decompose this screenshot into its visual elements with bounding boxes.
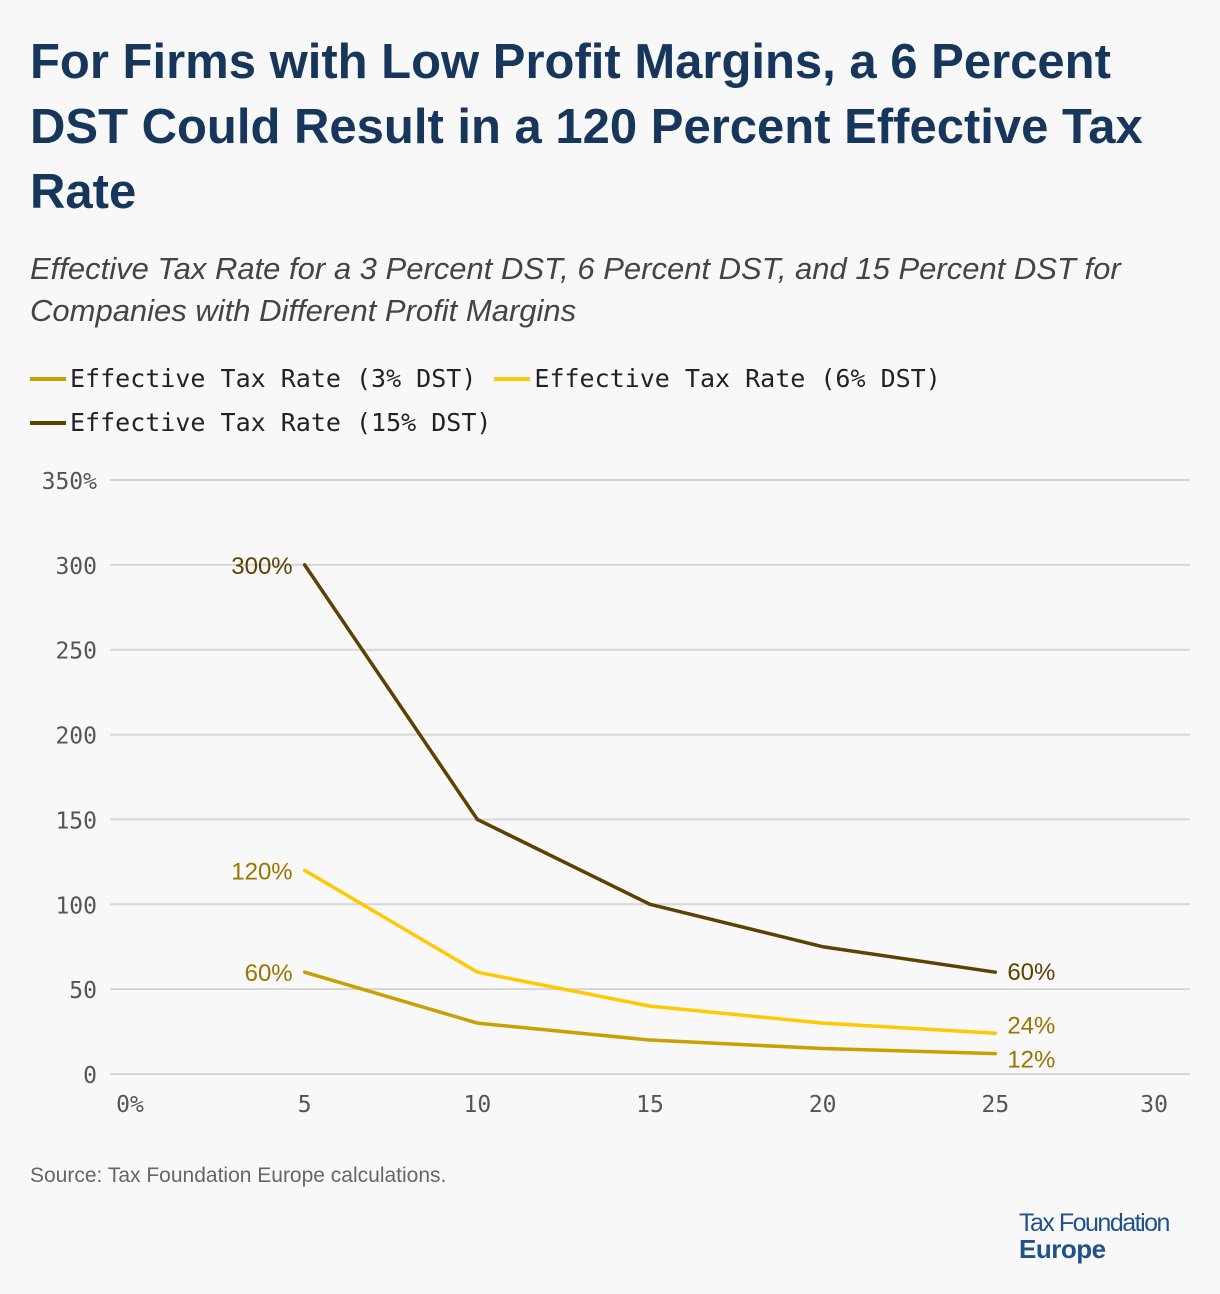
data-label-end: 12% — [1007, 1047, 1055, 1074]
x-tick-label: 15 — [636, 1092, 664, 1118]
x-tick-label: 10 — [463, 1092, 491, 1118]
y-tick-label: 50 — [69, 978, 97, 1004]
chart-subtitle: Effective Tax Rate for a 3 Percent DST, … — [30, 251, 1121, 328]
data-label-end: 60% — [1007, 959, 1055, 986]
legend-item-15pct: Effective Tax Rate (15% DST) — [30, 408, 491, 437]
legend-row-1: Effective Tax Rate (3% DST) Effective Ta… — [30, 364, 959, 393]
y-tick-label: 200 — [55, 724, 97, 750]
y-tick-label: 300 — [55, 554, 97, 580]
y-tick-label: 0 — [83, 1063, 97, 1089]
series-line-1 — [302, 868, 998, 1036]
data-label-start: 60% — [245, 960, 293, 987]
x-tick-label: 20 — [809, 1092, 837, 1118]
logo-line-2: Europe — [1019, 1234, 1106, 1264]
data-label-start: 120% — [231, 858, 292, 885]
y-tick-label: 350% — [42, 469, 98, 495]
x-tick-label: 25 — [981, 1092, 1009, 1118]
y-tick-label: 100 — [55, 893, 97, 919]
x-tick-label: 0% — [116, 1092, 144, 1118]
legend-label-15pct: Effective Tax Rate (15% DST) — [70, 408, 492, 437]
logo-line-1: Tax Foundation — [1019, 1209, 1170, 1237]
legend-swatch-15pct — [30, 420, 66, 425]
legend-swatch-6pct — [494, 376, 531, 381]
y-tick-label: 250 — [55, 639, 97, 665]
legend-row-2: Effective Tax Rate (15% DST) — [30, 408, 509, 437]
legend-item-6pct: Effective Tax Rate (6% DST) — [494, 364, 941, 393]
legend-label-3pct: Effective Tax Rate (3% DST) — [70, 364, 477, 393]
source-note: Source: Tax Foundation Europe calculatio… — [30, 1164, 447, 1187]
tax-foundation-europe-logo: Tax Foundation Europe — [1019, 1209, 1170, 1264]
legend-swatch-3pct — [30, 376, 66, 381]
data-label-start: 300% — [231, 553, 292, 580]
x-tick-label: 5 — [298, 1092, 312, 1118]
y-tick-label: 150 — [55, 808, 97, 834]
x-tick-label: 30 — [1140, 1092, 1168, 1118]
chart-title: For Firms with Low Profit Margins, a 6 P… — [30, 35, 1143, 219]
series-line-0 — [302, 970, 998, 1056]
legend-item-3pct: Effective Tax Rate (3% DST) — [30, 364, 476, 393]
data-label-end: 24% — [1007, 1012, 1055, 1039]
series-line-2 — [302, 563, 998, 974]
legend-label-6pct: Effective Tax Rate (6% DST) — [534, 364, 941, 393]
